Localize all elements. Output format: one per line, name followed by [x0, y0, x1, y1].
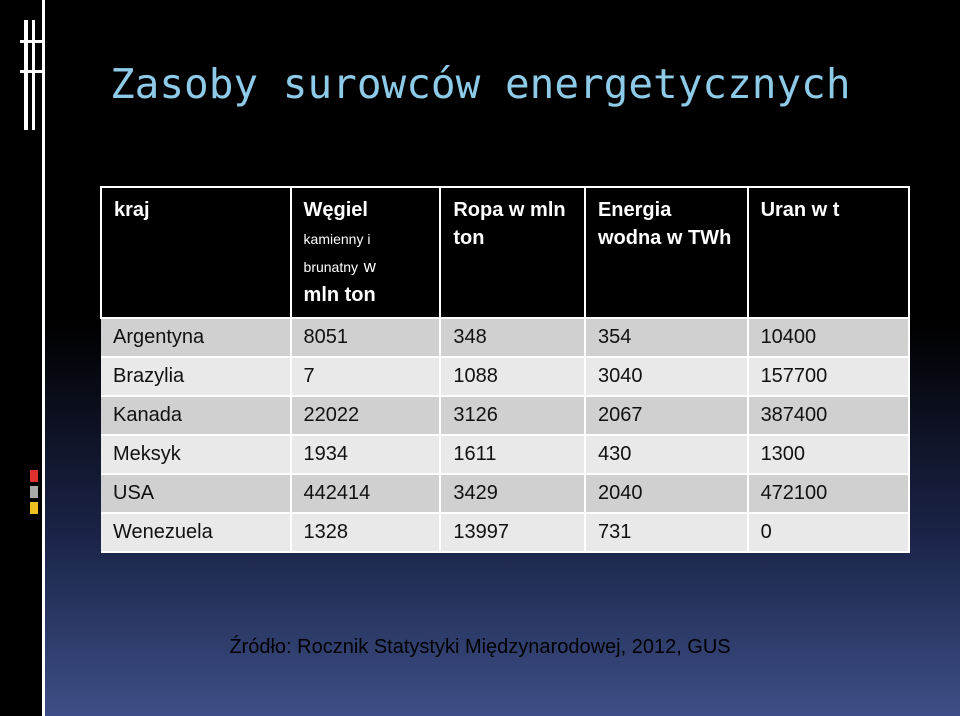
table-cell: 472100: [747, 474, 911, 514]
decor: [20, 40, 42, 43]
table-cell: 354: [584, 318, 749, 358]
header-row: kraj Węgiel kamienny i brunatny w mln ton Rop…: [100, 186, 911, 319]
table-cell: 2067: [584, 396, 749, 436]
table-cell: 731: [584, 513, 749, 553]
header-cell: kraj: [100, 186, 292, 319]
header-part: w: [363, 257, 376, 276]
header-part: kamienny i: [303, 231, 371, 247]
table-cell: 2040: [584, 474, 749, 514]
header-cell: Energia wodna w TWh: [583, 186, 749, 319]
header-cell: Ropa w mln ton: [439, 186, 586, 319]
header-text: Energia wodna w TWh: [597, 199, 732, 249]
table-cell: 13997: [440, 513, 586, 553]
table-cell: 0: [747, 513, 911, 553]
decor: [20, 70, 42, 73]
table-cell: 387400: [747, 396, 911, 436]
table-cell: USA: [101, 474, 292, 514]
header-text: Uran w t: [760, 199, 840, 221]
table-cell: Argentyna: [101, 318, 292, 358]
table-cell: 22022: [290, 396, 442, 436]
table-cell: 7: [290, 357, 442, 397]
table-cell: Meksyk: [101, 435, 292, 475]
table-row: Kanada 22022 3126 2067 387400: [101, 396, 911, 436]
table-cell: 1934: [290, 435, 442, 475]
table-row: Argentyna 8051 348 354 10400: [101, 318, 911, 358]
table-cell: 157700: [747, 357, 911, 397]
table-cell: 1328: [290, 513, 442, 553]
table-row: Brazylia 7 1088 3040 157700: [101, 357, 911, 397]
header-part: brunatny: [303, 259, 359, 275]
source: Źródło: Rocznik Statystyki Międzynarodow…: [229, 636, 731, 658]
table-cell: 3040: [584, 357, 749, 397]
header-part: mln ton: [303, 284, 376, 306]
title: Zasoby surowców energetycznych: [110, 60, 851, 108]
table-cell: Brazylia: [101, 357, 292, 397]
table-cell: Wenezuela: [101, 513, 292, 553]
header-text: Ropa w mln ton: [453, 199, 566, 249]
table-cell: Kanada: [101, 396, 292, 436]
table-cell: 8051: [290, 318, 442, 358]
header-cell: Uran w t: [746, 186, 911, 319]
decor: [30, 502, 38, 514]
table-cell: 3126: [440, 396, 586, 436]
table-row: Meksyk 1934 1611 430 1300: [101, 435, 911, 475]
table-row: Wenezuela 1328 13997 731 0: [101, 513, 911, 553]
decor: [30, 486, 38, 498]
table-cell: 430: [584, 435, 749, 475]
table-cell: 348: [440, 318, 586, 358]
decor: [32, 20, 35, 130]
table-cell: 442414: [290, 474, 442, 514]
table-cell: 10400: [747, 318, 911, 358]
table: kraj Węgiel kamienny i brunatny w mln ton Rop…: [100, 186, 911, 553]
decor: [30, 470, 38, 482]
table-cell: 1300: [747, 435, 911, 475]
header-cell: Węgiel kamienny i brunatny w mln ton: [289, 186, 442, 319]
header-part: Węgiel: [303, 199, 368, 221]
table-cell: 1088: [440, 357, 586, 397]
side-strip: [0, 0, 45, 716]
table-row: USA 442414 3429 2040 472100: [101, 474, 911, 514]
table-cell: 3429: [440, 474, 586, 514]
header-text: kraj: [114, 199, 150, 221]
table-cell: 1611: [440, 435, 586, 475]
decor: [24, 20, 28, 130]
